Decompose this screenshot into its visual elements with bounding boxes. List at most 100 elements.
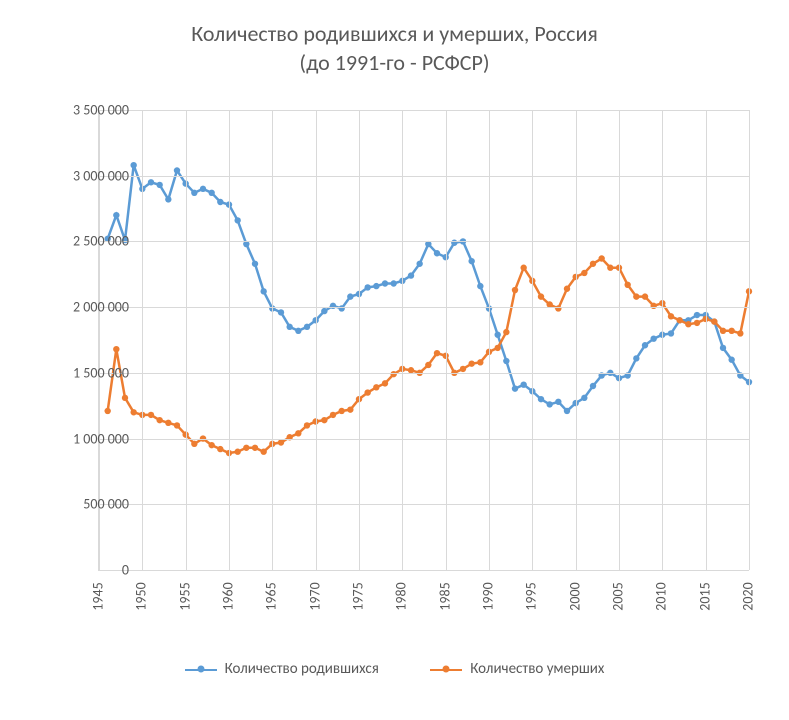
legend-swatch-births <box>185 660 217 678</box>
series-marker <box>243 445 249 451</box>
series-marker <box>668 313 674 319</box>
series-marker <box>624 282 630 288</box>
y-tick-label: 2 500 000 <box>39 233 129 250</box>
series-marker <box>555 399 561 405</box>
gridline-v <box>662 110 663 570</box>
series-marker <box>373 283 379 289</box>
series-marker <box>252 445 258 451</box>
series-marker <box>295 328 301 334</box>
series-marker <box>330 412 336 418</box>
x-tick-label: 1990 <box>480 582 497 610</box>
series-marker <box>503 329 509 335</box>
y-tick-label: 1 000 000 <box>39 430 129 447</box>
series-marker <box>590 261 596 267</box>
series-marker <box>156 417 162 423</box>
gridline-h <box>99 110 749 111</box>
gridline-h <box>99 241 749 242</box>
series-marker <box>234 449 240 455</box>
series-marker <box>217 199 223 205</box>
y-tick-label: 2 000 000 <box>39 299 129 316</box>
series-marker <box>546 401 552 407</box>
series-marker <box>520 381 526 387</box>
series-marker <box>278 439 284 445</box>
series-marker <box>434 350 440 356</box>
series-marker <box>252 261 258 267</box>
y-tick-label: 1 500 000 <box>39 364 129 381</box>
series-marker <box>148 179 154 185</box>
series-marker <box>676 317 682 323</box>
series-marker <box>260 288 266 294</box>
gridline-v <box>272 110 273 570</box>
series-marker <box>642 293 648 299</box>
chart-title: Количество родившихся и умерших, Россия … <box>0 20 789 77</box>
series-marker <box>728 357 734 363</box>
series-marker <box>685 321 691 327</box>
series-marker <box>512 287 518 293</box>
x-tick-label: 2020 <box>740 582 757 610</box>
series-marker <box>347 406 353 412</box>
series-marker <box>148 412 154 418</box>
x-tick-label: 2005 <box>610 582 627 610</box>
series-marker <box>217 446 223 452</box>
series-marker <box>512 385 518 391</box>
series-marker <box>538 293 544 299</box>
series-marker <box>347 293 353 299</box>
gridline-v <box>186 110 187 570</box>
series-marker <box>694 312 700 318</box>
series-marker <box>304 324 310 330</box>
x-tick-label: 1980 <box>393 582 410 610</box>
series-marker <box>156 182 162 188</box>
legend-item-deaths: Количество умерших <box>430 660 604 678</box>
gridline-v <box>489 110 490 570</box>
gridline-v <box>446 110 447 570</box>
gridline-v <box>749 110 750 570</box>
gridline-h <box>99 504 749 505</box>
x-tick-label: 2015 <box>696 582 713 610</box>
series-marker <box>468 360 474 366</box>
series-marker <box>382 280 388 286</box>
series-marker <box>260 449 266 455</box>
series-marker <box>191 441 197 447</box>
series-marker <box>174 422 180 428</box>
chart-container: Количество родившихся и умерших, Россия … <box>0 0 789 720</box>
gridline-v <box>359 110 360 570</box>
legend-item-births: Количество родившихся <box>185 660 379 678</box>
series-marker <box>113 212 119 218</box>
series-marker <box>728 328 734 334</box>
series-marker <box>364 284 370 290</box>
series-marker <box>364 389 370 395</box>
series-marker <box>416 261 422 267</box>
series-marker <box>200 186 206 192</box>
series-marker <box>598 255 604 261</box>
series-line-0 <box>108 165 749 411</box>
series-marker <box>165 196 171 202</box>
x-tick-label: 1985 <box>436 582 453 610</box>
series-marker <box>711 318 717 324</box>
y-tick-label: 500 000 <box>39 496 129 513</box>
series-marker <box>130 409 136 415</box>
series-marker <box>304 422 310 428</box>
chart-title-line2: (до 1991-го - РСФСР) <box>0 49 789 78</box>
series-marker <box>208 442 214 448</box>
y-tick-label: 3 000 000 <box>39 167 129 184</box>
series-marker <box>425 362 431 368</box>
x-tick-label: 1975 <box>350 582 367 610</box>
x-tick-label: 1970 <box>306 582 323 610</box>
series-marker <box>286 324 292 330</box>
series-marker <box>633 355 639 361</box>
series-marker <box>390 280 396 286</box>
plot-area <box>98 110 749 571</box>
series-marker <box>477 359 483 365</box>
series-marker <box>174 167 180 173</box>
gridline-h <box>99 176 749 177</box>
series-marker <box>408 272 414 278</box>
legend-swatch-deaths <box>430 660 462 678</box>
series-marker <box>520 265 526 271</box>
series-marker <box>494 345 500 351</box>
x-tick-label: 2010 <box>653 582 670 610</box>
series-marker <box>338 408 344 414</box>
chart-svg <box>99 110 749 570</box>
series-marker <box>460 366 466 372</box>
series-marker <box>737 330 743 336</box>
series-marker <box>321 417 327 423</box>
